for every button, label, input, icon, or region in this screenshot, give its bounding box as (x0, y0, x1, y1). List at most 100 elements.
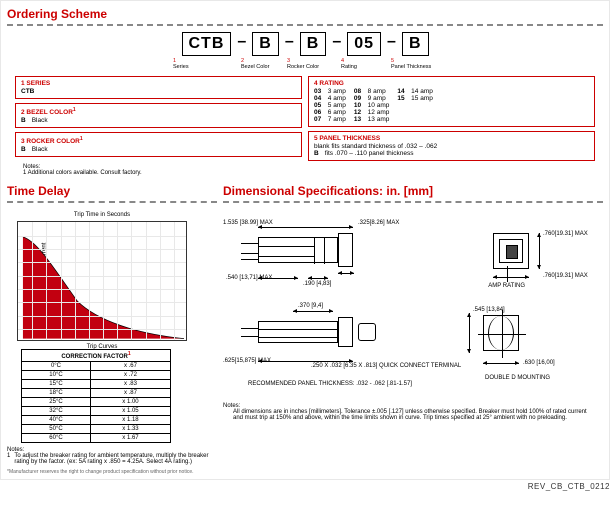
divider (7, 24, 603, 26)
dash: – (235, 32, 248, 56)
note-num: 1 (7, 453, 11, 465)
correction-factor-table: CORRECTION FACTOR1 0°Cx .6710°Cx .7215°C… (21, 349, 171, 443)
rocker-code: B (21, 146, 26, 153)
dim-label: DOUBLE D MOUNTING (485, 375, 525, 381)
table-row: 50°Cx 1.33 (22, 425, 171, 434)
rocker-box: 3 ROCKER COLOR1 BBlack (15, 132, 302, 157)
mounting-cutout (483, 315, 519, 351)
bezel-top (338, 317, 353, 347)
trip-curve-chart: Trip Time in Seconds Percentage of Rated… (17, 221, 187, 341)
part-box: B (402, 32, 429, 56)
table-row: 40°Cx 1.18 (22, 416, 171, 425)
part-box: CTB (182, 32, 232, 56)
part-box: 05 (347, 32, 381, 56)
bezel-side (338, 233, 353, 267)
dim-arrow (539, 233, 540, 269)
series-code: CTB (21, 88, 34, 95)
table-row: 0°Cx .67 (22, 362, 171, 371)
note-text: To adjust the breaker rating for ambient… (14, 453, 217, 465)
dim-label: AMP RATING (475, 283, 525, 289)
box-header: 3 ROCKER COLOR (21, 138, 80, 145)
part-number-row: CTB – B – B – 05 – B (7, 32, 603, 56)
dash: – (283, 32, 296, 56)
table-header: CORRECTION FACTOR (61, 354, 128, 360)
ordering-title: Ordering Scheme (7, 7, 603, 21)
bezel-name: Black (32, 117, 48, 124)
rating-item: 13 13 amp (354, 116, 390, 123)
note-text: All dimensions are in inches [millimeter… (223, 409, 593, 421)
dim-arrow (493, 277, 529, 278)
table-row: 15°Cx .83 (22, 380, 171, 389)
dimensional-title: Dimensional Specifications: in. [mm] (223, 184, 603, 198)
rating-item: 14 14 amp (397, 88, 433, 95)
rating-item: 03 3 amp (314, 88, 346, 95)
ordering-section: Ordering Scheme CTB – B – B – 05 – B 1Se… (7, 7, 603, 176)
note-line: 1 Additional colors available. Consult f… (23, 170, 302, 176)
dash: – (385, 32, 398, 56)
rating-item: 15 15 amp (397, 95, 433, 102)
divider (223, 201, 603, 203)
dim-label: 1.535 [38.99] MAX (223, 220, 273, 226)
dim-label: RECOMMENDED PANEL THICKNESS: .032 - .062… (248, 381, 412, 387)
dim-label: .190 [4,83] (303, 281, 331, 287)
bezel-box: 2 BEZEL COLOR1 BBlack (15, 103, 302, 128)
dim-label: .630 [16,00] (523, 360, 555, 366)
rating-item: 06 6 amp (314, 109, 346, 116)
time-delay-section: Time Delay Trip Time in Seconds Percenta… (7, 184, 217, 465)
dash: – (330, 32, 343, 56)
dim-label: .625[15,875] MAX (223, 358, 271, 364)
table-row: 32°Cx 1.05 (22, 407, 171, 416)
label-text: Panel Thickness (391, 64, 431, 70)
panel-line: blank fits standard thickness of .032 – … (314, 143, 589, 150)
rocker-name: Black (32, 146, 48, 153)
table-row: 60°Cx 1.67 (22, 434, 171, 443)
dim-label: .760[19.31] MAX (543, 273, 588, 279)
top-view-body (258, 321, 338, 343)
rocker-top (358, 323, 376, 341)
dim-label: .250 X .032 [6.35 X .813] QUICK CONNECT … (311, 363, 431, 369)
divider (7, 201, 217, 203)
ordering-notes: Notes: 1 Additional colors available. Co… (15, 164, 302, 176)
dim-arrow (483, 363, 519, 364)
rating-item: 07 7 amp (314, 116, 346, 123)
sup: 1 (73, 107, 76, 113)
dimensional-section: Dimensional Specifications: in. [mm] 1.5… (223, 184, 603, 465)
panel-thickness-box: 5 PANEL THICKNESS blank fits standard th… (308, 131, 595, 161)
label-text: Bezel Color (241, 64, 269, 70)
rating-item: 09 9 amp (354, 95, 390, 102)
rating-item: 12 12 amp (354, 109, 390, 116)
sup: 1 (128, 351, 131, 357)
table-row: 25°Cx 1.00 (22, 398, 171, 407)
chart-top-label: Trip Time in Seconds (74, 212, 130, 218)
dim-arrow (258, 361, 353, 362)
dim-arrow (308, 278, 328, 279)
box-header: 1 SERIES (21, 80, 296, 87)
disclaimer: *Manufacturer reserves the right to chan… (7, 469, 603, 475)
panel-line: fits .070 – .110 panel thickness (325, 150, 414, 157)
table-row: 10°Cx .72 (22, 371, 171, 380)
label-text: Series (173, 64, 189, 70)
rating-item: 04 4 amp (314, 95, 346, 102)
dim-label: .545 [13,84] (473, 307, 505, 313)
dim-arrow (258, 227, 353, 228)
dim-arrow (293, 311, 333, 312)
rating-item: 08 8 amp (354, 88, 390, 95)
time-delay-notes: Notes: 1To adjust the breaker rating for… (7, 447, 217, 465)
dim-arrow (338, 273, 354, 274)
rating-item: 05 5 amp (314, 102, 346, 109)
label-row: 1Series 2Bezel Color 3Rocker Color 4Rati… (7, 58, 603, 70)
dimensional-drawings: 1.535 [38.99] MAX .325[8.26] MAX .540 [1… (223, 213, 603, 453)
front-view (493, 233, 529, 269)
component-body (258, 237, 338, 263)
chart-x-label: Trip Curves (87, 344, 118, 350)
box-header: 4 RATING (314, 80, 589, 87)
box-header: 2 BEZEL COLOR (21, 109, 73, 116)
dim-label: .325[8.26] MAX (358, 220, 399, 226)
dim-notes: Notes: All dimensions are in inches [mil… (223, 403, 593, 421)
label-text: Rating (341, 64, 357, 70)
dim-label: .540 [13,71] MAX (226, 275, 272, 281)
dim-label: .760[19.31] MAX (543, 231, 588, 237)
rating-box: 4 RATING 03 3 amp04 4 amp05 5 amp06 6 am… (308, 76, 595, 127)
dim-arrow (469, 313, 470, 353)
time-delay-title: Time Delay (7, 184, 217, 198)
